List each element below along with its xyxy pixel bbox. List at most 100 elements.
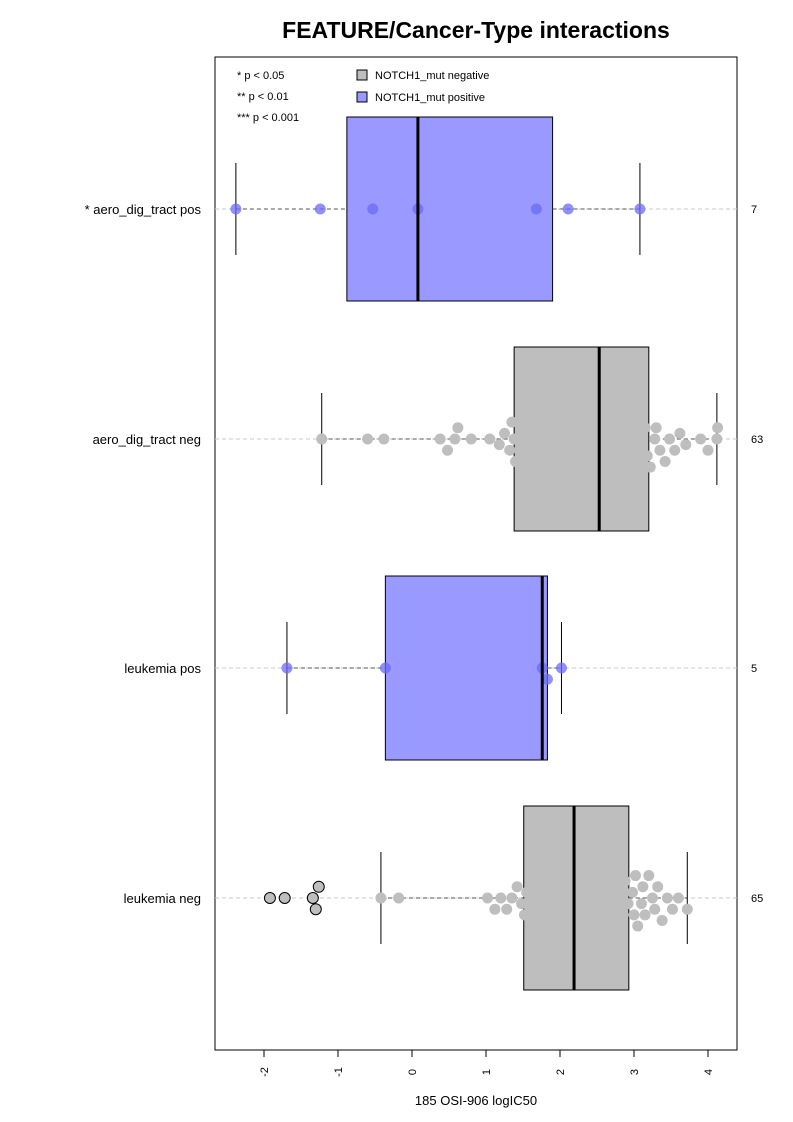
x-tick-label: 0 [407,1069,419,1075]
data-point [656,914,668,926]
data-point [602,433,614,445]
data-point [539,898,551,910]
x-tick-label: -1 [333,1067,345,1077]
data-point [654,444,666,456]
data-point [672,892,684,904]
data-point [595,875,607,887]
data-point [578,914,590,926]
data-point [619,875,631,887]
outlier-point [263,892,276,904]
data-point [637,881,649,893]
data-point [632,444,644,456]
data-point [634,203,646,215]
data-point [449,433,461,445]
data-point [617,422,629,434]
data-point [613,433,625,445]
outlier-point [278,892,291,904]
data-point [518,909,530,921]
legend: * p < 0.05 ** p < 0.01 *** p < 0.001 NOTCH1… [237,69,489,124]
data-point [632,920,644,932]
data-point [532,433,544,445]
data-point [598,864,610,876]
data-point [493,439,505,451]
data-point [580,892,592,904]
data-point [452,422,464,434]
group-label: * aero_dig_tract pos [85,202,202,217]
data-point [539,422,551,434]
group-count: 65 [751,893,763,905]
legend-swatch [356,91,368,103]
data-point [584,864,596,876]
data-point [711,433,723,445]
data-point [629,455,641,467]
data-point [600,926,612,938]
group-count: 5 [751,663,757,675]
data-point [628,909,640,921]
data-point [629,870,641,882]
data-point [650,422,662,434]
data-point [681,903,693,915]
data-point [661,892,673,904]
x-tick-label: 4 [703,1069,715,1075]
data-point [644,461,656,473]
data-point [600,461,612,473]
significance-legend-entry: * p < 0.05 [237,70,284,82]
data-point [569,433,581,445]
data-point [647,892,658,904]
significance-legend-entry: ** p < 0.01 [237,91,289,103]
data-point [634,411,646,423]
data-point [536,909,547,921]
data-point [610,444,621,456]
group-label: leukemia neg [124,891,201,906]
outlier-point [312,880,325,893]
data-point [541,455,553,467]
data-point [553,875,565,887]
data-point [617,909,629,921]
data-point [316,433,328,445]
data-point [495,892,507,904]
data-point [563,422,575,434]
data-point [602,886,614,898]
data-point [587,444,599,456]
data-point [506,892,518,904]
data-point [613,886,625,898]
outlier-point [306,892,319,904]
legend-label: NOTCH1_mut positive [375,92,485,104]
data-point [575,903,587,915]
data-point [635,898,647,910]
data-point [379,662,391,674]
data-point [570,881,582,893]
x-axis: -2 -1 0 1 2 3 4 [259,1049,715,1077]
data-point [558,433,570,445]
data-point [641,450,653,462]
data-point [563,870,575,882]
data-point [528,898,540,910]
data-point [587,903,599,915]
data-point [518,427,530,439]
data-point [393,892,405,904]
data-point [607,875,619,887]
data-point [652,881,664,893]
data-point [597,898,609,910]
data-point [562,203,574,215]
data-point [584,422,596,434]
x-tick-label: 1 [481,1069,493,1075]
significance-legend-entry: *** p < 0.001 [237,112,299,124]
plot-area: * aero_dig_tract pos 7 aero_dig_tract neg 6… [85,56,763,1051]
data-point [506,416,518,428]
data-point [510,455,522,467]
data-point [434,433,446,445]
data-point [526,455,538,467]
group-count: 7 [751,204,757,216]
box-aero-dig-tract-pos [346,116,554,302]
legend-swatch [356,69,368,81]
data-point [541,673,553,685]
data-point [627,886,639,898]
data-point [580,433,592,445]
data-point [558,886,570,898]
data-point [548,909,560,921]
data-point [555,662,567,674]
data-point [484,433,496,445]
data-point [516,898,528,910]
data-point [622,898,634,910]
